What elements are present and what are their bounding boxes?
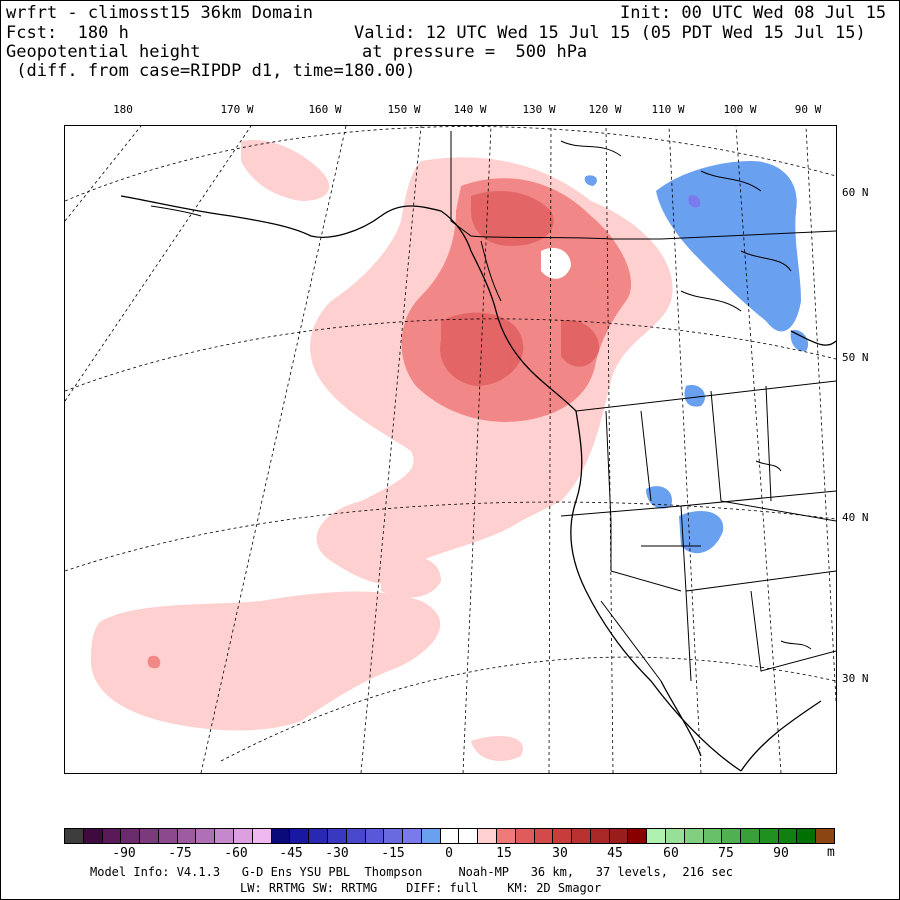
pressure-level: at pressure = 500 hPa	[362, 42, 588, 62]
colorbar-cell	[290, 829, 310, 843]
colorbar-cell	[83, 829, 103, 843]
physics-info: LW: RRTMG SW: RRTMG DIFF: full KM: 2D Sm…	[240, 881, 602, 895]
lon-label: 120 W	[588, 103, 622, 116]
colorbar-cell	[177, 829, 197, 843]
colorbar-cell	[158, 829, 178, 843]
lon-label: 160 W	[308, 103, 342, 116]
colorbar-cell	[215, 829, 235, 843]
init-time: Init: 00 UTC Wed 08 Jul 15	[620, 3, 887, 23]
colorbar-cell	[440, 829, 460, 843]
diff-description: (diff. from case=RIPDP d1, time=180.00)	[6, 61, 416, 81]
colorbar-cell	[365, 829, 385, 843]
field-name: Geopotential height	[6, 42, 201, 62]
colorbar-tick: -30	[325, 846, 349, 861]
colorbar-cell	[684, 829, 704, 843]
colorbar-cell	[234, 829, 253, 843]
colorbar-tick: -90	[112, 846, 136, 861]
lat-label: 40 N	[842, 511, 869, 524]
colorbar-cell	[271, 829, 291, 843]
colorbar-cell	[816, 829, 835, 843]
colorbar-cell	[647, 829, 666, 843]
colorbar	[64, 828, 835, 844]
colorbar-cell	[403, 829, 422, 843]
colorbar-tick: -60	[224, 846, 248, 861]
colorbar-tick: 60	[663, 846, 679, 861]
colorbar-tick: 90	[773, 846, 789, 861]
lon-label: 110 W	[651, 103, 685, 116]
colorbar-unit: m	[827, 845, 835, 860]
valid-time: Valid: 12 UTC Wed 15 Jul 15 (05 PDT Wed …	[354, 23, 866, 43]
anomaly-red-core	[440, 191, 600, 386]
colorbar-tick: 75	[718, 846, 734, 861]
colorbar-tick: -75	[168, 846, 192, 861]
colorbar-cell	[478, 829, 497, 843]
colorbar-tick: 45	[607, 846, 623, 861]
colorbar-cell	[722, 829, 742, 843]
colorbar-cell	[553, 829, 573, 843]
lon-label: 100 W	[723, 103, 757, 116]
map-panel	[64, 125, 837, 774]
forecast-hour: Fcst: 180 h	[6, 23, 129, 43]
colorbar-cell	[459, 829, 479, 843]
lat-label: 60 N	[842, 186, 869, 199]
lon-label: 170 W	[220, 103, 254, 116]
colorbar-cell	[797, 829, 817, 843]
lon-label: 90 W	[794, 103, 822, 116]
colorbar-cell	[759, 829, 779, 843]
anomaly-zero-hole	[541, 247, 571, 279]
colorbar-tick: 30	[552, 846, 568, 861]
colorbar-cell	[252, 829, 272, 843]
lakes-islands	[150, 140, 812, 650]
colorbar-cell	[196, 829, 216, 843]
colorbar-cell	[741, 829, 760, 843]
colorbar-cell	[102, 829, 122, 843]
model-info: Model Info: V4.1.3 G-D Ens YSU PBL Thomp…	[90, 865, 733, 879]
colorbar-tick: -15	[381, 846, 405, 861]
coastlines	[120, 195, 836, 772]
lat-label: 30 N	[842, 672, 869, 685]
graticule	[65, 126, 836, 773]
lon-label: 130 W	[522, 103, 556, 116]
colorbar-cell	[666, 829, 685, 843]
colorbar-cell	[515, 829, 535, 843]
lat-label: 50 N	[842, 351, 869, 364]
anomaly-blue-dark	[688, 195, 701, 208]
lon-label: 150 W	[387, 103, 421, 116]
colorbar-cell	[65, 829, 84, 843]
map-canvas	[65, 126, 836, 773]
lon-label: 180	[113, 103, 133, 116]
colorbar-cell	[703, 829, 723, 843]
colorbar-cell	[572, 829, 591, 843]
colorbar-cell	[628, 829, 648, 843]
lon-label: 140 W	[453, 103, 487, 116]
colorbar-cell	[590, 829, 610, 843]
colorbar-cell	[140, 829, 159, 843]
political-borders	[450, 131, 836, 682]
colorbar-tick: 0	[445, 846, 453, 861]
colorbar-tick: -45	[279, 846, 303, 861]
colorbar-tick: 15	[496, 846, 512, 861]
colorbar-cell	[121, 829, 141, 843]
colorbar-cell	[309, 829, 328, 843]
colorbar-cell	[534, 829, 554, 843]
colorbar-cell	[496, 829, 516, 843]
colorbar-cell	[609, 829, 629, 843]
colorbar-cell	[778, 829, 798, 843]
colorbar-cell	[384, 829, 404, 843]
colorbar-cell	[327, 829, 347, 843]
colorbar-cell	[346, 829, 366, 843]
domain-title: wrfrt - climosst15 36km Domain	[6, 3, 314, 23]
colorbar-cell	[421, 829, 441, 843]
